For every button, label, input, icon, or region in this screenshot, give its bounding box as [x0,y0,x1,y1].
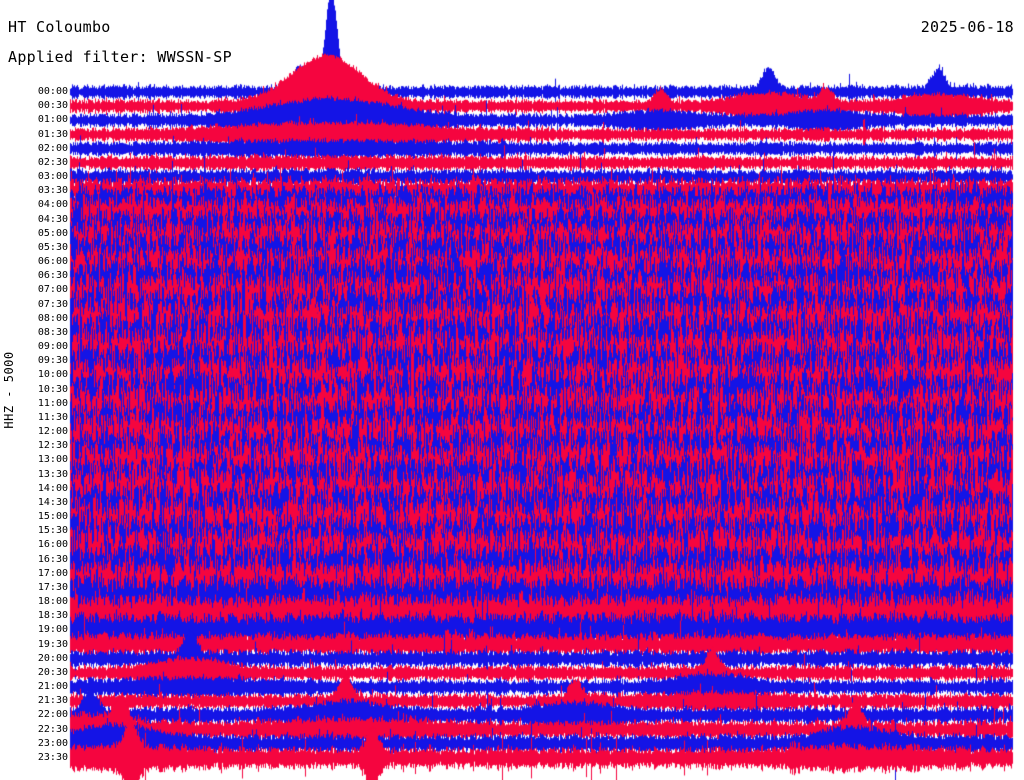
time-axis-label: 22:30 [37,723,68,735]
time-axis-label: 08:00 [37,312,68,324]
time-axis-label: 04:00 [37,199,68,211]
time-axis-label: 00:30 [37,100,68,112]
time-axis-label: 00:00 [37,86,68,97]
time-axis-label: 17:30 [37,581,68,593]
time-axis-label: 15:00 [37,511,68,523]
time-axis-label: 10:00 [37,369,68,381]
time-axis-label: 06:00 [37,256,68,268]
time-axis-label: 19:30 [37,638,68,650]
time-axis-label: 01:00 [37,114,68,126]
time-axis-label: 03:30 [37,185,68,197]
time-axis-label: 20:30 [37,666,68,678]
time-axis-label: 05:00 [37,227,68,239]
time-axis-label: 17:00 [37,567,68,579]
plot-date: 2025-06-18 [920,18,1014,36]
time-axis-label: 11:00 [37,397,68,409]
time-axis-label: 21:00 [37,681,68,693]
time-axis-label: 13:00 [37,454,68,466]
time-axis-label: 15:30 [37,525,68,537]
time-axis-label: 16:00 [37,539,68,551]
time-axis-label: 07:00 [37,284,68,296]
time-axis-label: 02:30 [37,156,68,168]
applied-filter-label: Applied filter: WWSSN-SP [8,48,232,66]
time-axis-label: 07:30 [37,298,68,310]
time-axis-label: 18:30 [37,610,68,622]
time-axis-label: 20:00 [37,652,68,664]
time-axis-label: 13:30 [37,468,68,480]
time-axis-label: 12:00 [37,426,68,438]
time-axis-label: 10:30 [37,383,68,395]
time-axis-label: 21:30 [37,695,68,707]
time-axis-label: 05:30 [37,241,68,253]
time-axis-label: 23:30 [37,751,68,763]
time-axis-label: 14:30 [37,496,68,508]
time-axis-label: 18:00 [37,596,68,608]
time-axis: 00:00 00:30 01:00 01:30 02:00 02:30 03:00 03:30… [20,0,68,780]
time-axis-label: 14:00 [37,482,68,494]
time-axis-label: 16:30 [37,553,68,565]
time-axis-label: 04:30 [37,213,68,225]
page-title: HT Coloumbo [8,18,111,36]
time-axis-label: 11:30 [37,411,68,423]
time-axis-label: 09:00 [37,341,68,353]
time-axis-label: 02:00 [37,142,68,154]
time-axis-label: 12:30 [37,440,68,452]
time-axis-label: 22:00 [37,709,68,721]
time-axis-label: 03:00 [37,171,68,183]
time-axis-label: 19:00 [37,624,68,636]
time-axis-label: 09:30 [37,355,68,367]
time-axis-label: 06:30 [37,270,68,282]
time-axis-label: 08:30 [37,326,68,338]
time-axis-label: 01:30 [37,128,68,140]
time-axis-label: 23:00 [37,737,68,749]
